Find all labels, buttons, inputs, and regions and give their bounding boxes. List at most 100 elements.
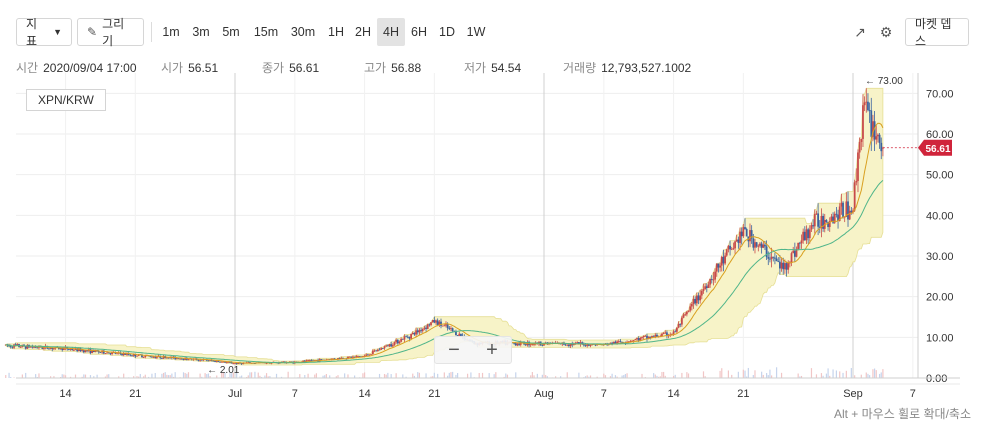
candle-body xyxy=(774,257,776,259)
interval-1w[interactable]: 1W xyxy=(466,25,486,39)
volume-bar xyxy=(38,373,40,378)
candle-body xyxy=(566,344,569,346)
volume-bar xyxy=(138,376,140,378)
candle-body xyxy=(353,356,356,358)
zoom-out-button[interactable]: − xyxy=(448,339,460,361)
interval-1d[interactable]: 1D xyxy=(439,25,455,39)
volume-bar xyxy=(254,371,256,378)
candle-body xyxy=(81,350,84,352)
candle-body xyxy=(581,342,584,344)
candle-body xyxy=(855,180,858,183)
toolbar: 지표 ▼ ✎ 그리기 1m 3m 5m 15m 30m 1H 2H 4H 6H … xyxy=(0,0,988,64)
low-value: 54.54 xyxy=(491,61,522,75)
volume-bar xyxy=(118,376,120,378)
volume-bar xyxy=(452,371,454,378)
candle-body xyxy=(568,344,570,347)
candle-body xyxy=(122,353,125,355)
candle-body xyxy=(89,349,92,354)
volume-bar xyxy=(825,373,828,378)
candle-body xyxy=(165,357,168,359)
interval-1m[interactable]: 1m xyxy=(162,25,180,39)
volume-bar xyxy=(854,375,856,378)
candle-body xyxy=(82,350,85,353)
candle-body xyxy=(709,279,712,285)
volume-bar xyxy=(232,372,234,378)
volume-bar xyxy=(746,376,748,378)
candle-body xyxy=(106,352,108,354)
interval-1h[interactable]: 1H xyxy=(328,25,344,39)
volume-bar xyxy=(533,375,535,378)
candle-body xyxy=(84,350,87,353)
indicator-dropdown[interactable]: 지표 ▼ xyxy=(16,17,72,48)
candle-body xyxy=(787,263,790,270)
candle-body xyxy=(584,345,587,347)
candle-body xyxy=(388,344,391,347)
draw-button[interactable]: ✎ 그리기 xyxy=(77,17,144,48)
candle-body xyxy=(847,201,849,220)
volume-bar xyxy=(770,375,773,378)
candle-body xyxy=(619,341,622,343)
volume-bar xyxy=(767,375,769,378)
candle-body xyxy=(848,210,851,220)
volume-bar xyxy=(493,374,495,378)
candle-body xyxy=(805,229,808,241)
candle-body xyxy=(817,213,820,227)
candle-body xyxy=(647,336,650,339)
volume-bar xyxy=(164,372,166,378)
interval-5m[interactable]: 5m xyxy=(222,25,240,39)
candle-body xyxy=(182,359,185,360)
volume-bar xyxy=(412,373,414,378)
candle-body xyxy=(813,214,816,227)
external-link-icon[interactable]: ↗ xyxy=(854,24,866,40)
zoom-in-button[interactable]: + xyxy=(486,339,498,361)
interval-15m[interactable]: 15m xyxy=(253,25,279,39)
volume-bar xyxy=(681,372,683,378)
candle-body xyxy=(860,138,863,142)
interval-3m[interactable]: 3m xyxy=(192,25,210,39)
volume-bar xyxy=(719,370,721,378)
volume-bar xyxy=(315,373,318,378)
candle-body xyxy=(224,361,226,363)
candle-body xyxy=(237,362,240,364)
candle-body xyxy=(53,348,55,350)
candle-body xyxy=(222,361,225,363)
candle-body xyxy=(832,216,834,223)
candle-body xyxy=(699,295,702,301)
volume-bar xyxy=(322,375,324,378)
candle-body xyxy=(664,332,667,334)
volume-bar xyxy=(839,371,841,378)
x-tick-label: Aug xyxy=(534,388,554,400)
gear-icon[interactable]: ⚙ xyxy=(879,24,893,40)
volume-bar xyxy=(53,376,55,378)
interval-2h[interactable]: 2H xyxy=(355,25,371,39)
candle-body xyxy=(707,284,710,289)
volume-bar xyxy=(108,374,110,378)
interval-30m[interactable]: 30m xyxy=(290,25,316,39)
volume-bar xyxy=(835,370,837,378)
volume-bar xyxy=(543,374,545,378)
candle-body xyxy=(715,263,718,272)
volume-bar xyxy=(5,375,7,378)
volume-bar xyxy=(405,376,407,378)
candle-body xyxy=(651,336,653,338)
volume-bar xyxy=(797,373,799,378)
candle-body xyxy=(779,261,781,269)
candle-body xyxy=(141,354,143,358)
interval-6h[interactable]: 6H xyxy=(411,25,427,39)
interval-4h[interactable]: 4H xyxy=(377,18,405,46)
candle-body xyxy=(676,327,678,332)
candle-body xyxy=(441,325,444,327)
volume-bar xyxy=(880,372,882,378)
market-depth-button[interactable]: 마켓 뎁스 xyxy=(905,17,969,48)
candle-body xyxy=(810,225,813,230)
candle-body xyxy=(882,147,884,149)
candle-body xyxy=(428,324,431,326)
volume-bar xyxy=(8,372,10,378)
volume-bar xyxy=(144,374,146,378)
candle-body xyxy=(783,263,786,270)
candle-body xyxy=(634,339,637,341)
candle-body xyxy=(835,213,838,215)
candle-body xyxy=(227,362,230,363)
volume-bar xyxy=(664,375,666,378)
